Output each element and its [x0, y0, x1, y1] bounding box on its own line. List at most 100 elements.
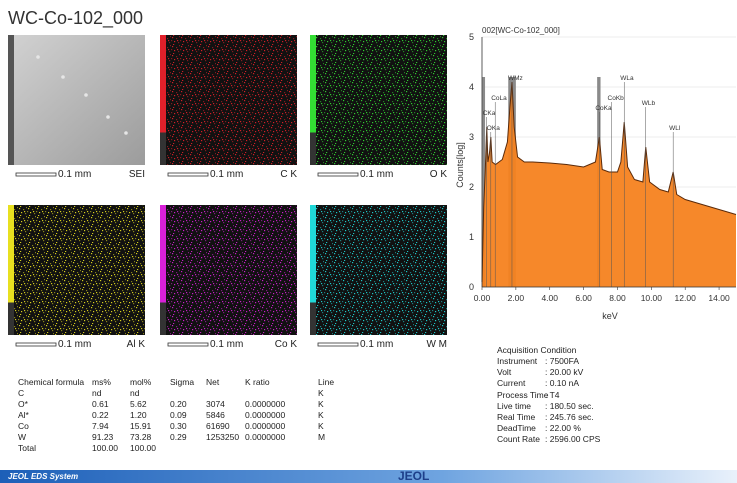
map-colorbar — [160, 205, 166, 303]
map-colorbar-low — [160, 302, 166, 335]
x-tick-label: 12.00 — [675, 293, 697, 303]
acq-label: Process Time — [497, 389, 549, 400]
acq-value: : 245.76 sec. — [545, 412, 594, 422]
map-colorbar — [8, 205, 14, 303]
table-cell: K — [318, 399, 324, 409]
acq-value: : 0.10 nA — [545, 378, 580, 389]
map-image — [310, 35, 447, 165]
x-tick-label: 6.00 — [575, 293, 592, 303]
table-cell: C — [18, 388, 25, 398]
map-image — [8, 205, 145, 335]
acq-label: DeadTime — [497, 423, 536, 434]
table-cell: 0.22 — [92, 410, 109, 420]
footer-bar: JEOL EDS System JEOL — [0, 470, 737, 483]
table-cell: 5.62 — [130, 399, 147, 409]
map-colorbar — [310, 35, 316, 133]
scale-bar — [317, 172, 359, 177]
scale-bar — [15, 172, 57, 177]
acq-value: : 7500FA — [545, 356, 580, 366]
x-tick-label: 0.00 — [474, 293, 491, 303]
table-cell: 0.61 — [92, 399, 109, 409]
table-cell: nd — [130, 388, 140, 398]
table-cell: 15.91 — [130, 421, 152, 431]
table-cell: Al* — [18, 410, 29, 420]
table-header: Line — [318, 377, 335, 387]
map-colorbar — [310, 205, 316, 303]
table-cell: 100.00 — [92, 443, 118, 453]
table-cell: 100.00 — [130, 443, 156, 453]
report-title: WC-Co-102_000 — [8, 8, 144, 28]
y-tick-label: 5 — [469, 32, 474, 42]
sei-particle — [106, 115, 110, 119]
table-cell: 0.09 — [170, 410, 187, 420]
table-cell: 91.23 — [92, 432, 114, 442]
table-cell: M — [318, 432, 326, 442]
table-cell: 0.0000000 — [245, 421, 286, 431]
y-tick-label: 0 — [469, 282, 474, 292]
table-cell: 0.20 — [170, 399, 187, 409]
x-tick-label: 14.00 — [708, 293, 730, 303]
table-cell: nd — [92, 388, 102, 398]
scale-bar — [15, 342, 57, 347]
scale-bar — [167, 342, 209, 347]
map-colorbar — [160, 35, 166, 133]
scale-bar — [167, 172, 209, 177]
table-cell: 61690 — [206, 421, 230, 431]
map-element-label: Co K — [274, 339, 297, 350]
table-cell: W — [18, 432, 27, 442]
x-tick-label: 4.00 — [541, 293, 558, 303]
table-cell: 7.94 — [92, 421, 109, 431]
map-colorbar-low — [310, 132, 316, 165]
acq-label: Instrument — [497, 356, 538, 366]
acq-value: : 180.50 sec. — [545, 400, 594, 411]
acq-label: Current — [497, 378, 526, 389]
sei-particle — [61, 75, 65, 79]
table-cell: Co — [18, 421, 29, 431]
map-element-label: W M — [426, 339, 447, 350]
acq-value: : 22.00 % — [545, 423, 581, 434]
peak-label: WLa — [620, 75, 634, 82]
table-cell: O* — [18, 399, 28, 409]
table-cell: 5846 — [206, 410, 225, 420]
x-tick-label: 2.00 — [508, 293, 525, 303]
y-tick-label: 3 — [469, 132, 474, 142]
acq-label: Real Time — [497, 412, 536, 422]
map-scale-label: 0.1 mm — [210, 169, 244, 180]
scale-bar — [317, 342, 359, 347]
y-axis-label: Counts[log] — [455, 142, 465, 188]
sei-particle — [36, 55, 40, 59]
table-cell: 0.0000000 — [245, 410, 286, 420]
table-header: Chemical formula — [18, 377, 85, 387]
table-cell: Total — [18, 443, 36, 453]
map-scale-label: 0.1 mm — [210, 339, 244, 350]
sei-particle — [84, 93, 88, 97]
acq-value: : 2596.00 CPS — [545, 434, 601, 445]
map-scale-label: 0.1 mm — [360, 169, 394, 180]
map-element-label: C K — [280, 169, 297, 180]
acq-value: : 20.00 kV — [545, 367, 584, 378]
table-cell: 0.30 — [170, 421, 187, 431]
peak-label: CoKa — [595, 105, 612, 112]
peak-label: CKa — [483, 110, 496, 117]
table-cell: K — [318, 410, 324, 420]
table-cell: 1253250 — [206, 432, 240, 442]
x-tick-label: 10.00 — [641, 293, 663, 303]
acq-label: Live time — [497, 400, 532, 411]
acq-label: Count Rate — [497, 434, 540, 445]
acq-title: Acquisition Condition — [497, 345, 577, 355]
map-element-label: SEI — [128, 169, 145, 180]
map-image — [160, 205, 297, 335]
acq-label: Volt — [497, 367, 512, 378]
chart-title: 002[WC-Co-102_000] — [482, 26, 560, 35]
spectrum-line — [481, 81, 737, 283]
table-cell: K — [318, 388, 324, 398]
table-cell: K — [318, 421, 324, 431]
peak-label: WMz — [508, 75, 523, 82]
table-cell: 0.29 — [170, 432, 187, 442]
acq-value: : T4 — [545, 389, 560, 400]
map-colorbar — [8, 35, 14, 165]
x-tick-label: 8.00 — [609, 293, 626, 303]
y-tick-label: 2 — [469, 182, 474, 192]
table-cell: 73.28 — [130, 432, 152, 442]
